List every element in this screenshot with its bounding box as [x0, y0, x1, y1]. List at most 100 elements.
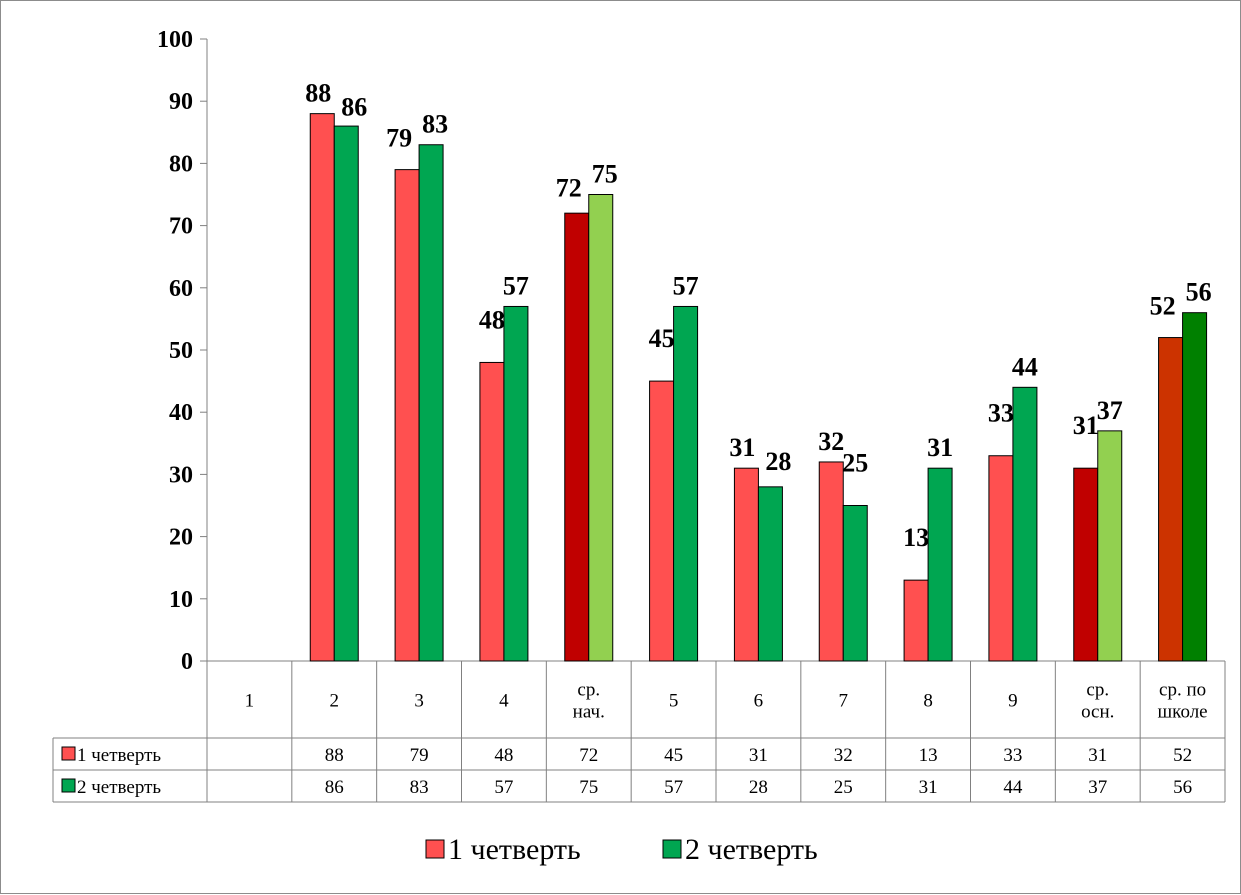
table-cell: 45 — [664, 745, 683, 766]
bar — [309, 113, 335, 662]
table-cell: 32 — [834, 745, 853, 766]
bar — [394, 169, 420, 662]
data-label: 37 — [1097, 396, 1123, 425]
data-label: 88 — [305, 79, 331, 108]
x-category-label: 1 — [245, 691, 255, 712]
data-label: 75 — [592, 160, 618, 189]
data-label: 13 — [903, 523, 929, 552]
table-cell: 56 — [1173, 777, 1192, 798]
table-cell: 44 — [1003, 777, 1023, 798]
table-cell: 57 — [494, 777, 513, 798]
table-cell: 72 — [579, 745, 598, 766]
bar — [1073, 467, 1099, 662]
bar — [1097, 430, 1123, 662]
table-legend-key — [61, 746, 76, 761]
table-cell: 57 — [664, 777, 683, 798]
legend: 1 четверть 2 четверть — [425, 833, 818, 866]
chart-axes: 0 10 20 30 40 50 60 70 80 90 100 — [157, 27, 1225, 675]
table-cell: 31 — [1088, 745, 1107, 766]
bar — [903, 579, 929, 662]
bar — [1182, 312, 1208, 662]
bar — [333, 125, 359, 662]
bar — [733, 467, 759, 662]
data-label: 83 — [422, 110, 448, 139]
x-category-label: нач. — [573, 702, 605, 723]
legend-swatch — [662, 839, 682, 859]
data-label: 44 — [1012, 352, 1038, 381]
table-row-label: 2 четверть — [77, 777, 161, 798]
table-legend-key — [61, 778, 76, 793]
y-tick-label: 20 — [169, 525, 193, 551]
data-label: 52 — [1150, 292, 1176, 321]
y-tick-label: 0 — [181, 649, 193, 675]
x-category-label: 6 — [754, 691, 764, 712]
table-cell: 52 — [1173, 745, 1192, 766]
legend-swatch — [425, 839, 445, 859]
data-label: 48 — [479, 305, 505, 334]
x-category-label: 4 — [499, 691, 509, 712]
bar-series — [309, 113, 1208, 662]
data-label: 72 — [556, 174, 582, 203]
x-category-label: ср. — [577, 680, 600, 701]
y-tick-label: 70 — [169, 214, 193, 240]
legend-label: 2 четверть — [685, 833, 818, 866]
bar — [1158, 337, 1184, 662]
x-category-label: 3 — [414, 691, 424, 712]
data-label: 57 — [673, 271, 699, 300]
bar — [673, 305, 699, 662]
table-cell: 48 — [494, 745, 513, 766]
bar — [1012, 386, 1038, 662]
data-label: 28 — [765, 447, 791, 476]
data-label: 57 — [503, 271, 529, 300]
table-cell: 86 — [325, 777, 344, 798]
bar — [842, 505, 868, 662]
table-cell: 88 — [325, 745, 344, 766]
x-category-label: 9 — [1008, 691, 1018, 712]
data-label: 79 — [386, 124, 412, 153]
y-tick-label: 50 — [169, 338, 193, 364]
data-label: 33 — [988, 399, 1014, 428]
y-tick-label: 40 — [169, 400, 193, 426]
table-cell: 75 — [579, 777, 598, 798]
y-tick-label: 60 — [169, 276, 193, 302]
data-label: 31 — [729, 433, 755, 462]
data-label: 31 — [927, 433, 953, 462]
y-tick-label: 10 — [169, 587, 193, 613]
y-tick-label: 100 — [157, 27, 193, 53]
x-category-label: 8 — [923, 691, 933, 712]
bar — [503, 305, 529, 662]
y-tick-label: 80 — [169, 151, 193, 177]
data-label: 32 — [818, 427, 844, 456]
x-category-label: ср. — [1086, 680, 1109, 701]
x-category-label: ср. по — [1159, 680, 1206, 701]
bar — [588, 194, 614, 662]
bar — [418, 144, 444, 662]
y-tick-label: 30 — [169, 462, 193, 488]
x-category-label: школе — [1158, 702, 1208, 723]
table-cell: 83 — [410, 777, 429, 798]
data-label: 45 — [649, 324, 675, 353]
x-category-label: 7 — [839, 691, 849, 712]
x-category-label: 5 — [669, 691, 679, 712]
data-label: 25 — [842, 449, 868, 478]
table-cell: 79 — [410, 745, 429, 766]
bar — [757, 486, 783, 662]
table-cell: 13 — [919, 745, 938, 766]
x-category-label: 2 — [330, 691, 340, 712]
bar — [988, 455, 1014, 662]
bar — [564, 212, 590, 662]
table-cell: 37 — [1088, 777, 1107, 798]
table-cell: 25 — [834, 777, 853, 798]
legend-label: 1 четверть — [448, 833, 581, 866]
data-label: 31 — [1073, 411, 1099, 440]
x-category-label: осн. — [1081, 702, 1114, 723]
bar — [818, 461, 844, 662]
bar — [927, 467, 953, 662]
table-cell: 31 — [919, 777, 938, 798]
data-label: 56 — [1186, 278, 1212, 307]
table-cell: 31 — [749, 745, 768, 766]
